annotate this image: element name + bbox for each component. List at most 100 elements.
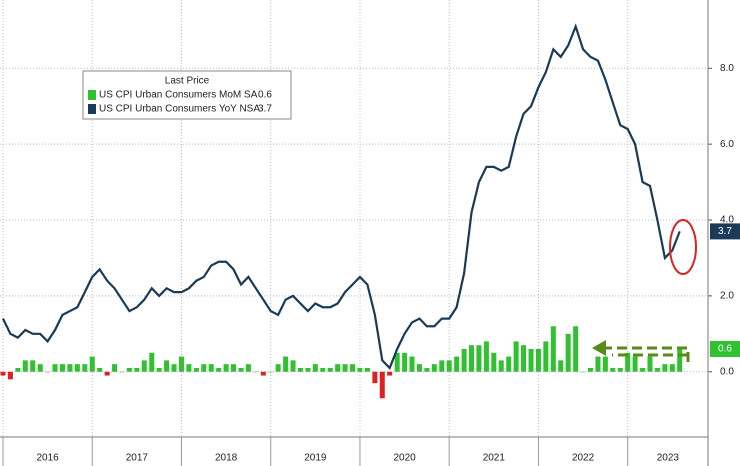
arrow-annotation — [604, 346, 690, 362]
legend-label: US CPI Urban Consumers YoY NSA — [99, 104, 260, 115]
y-tick-label: 6.0 — [720, 139, 734, 150]
bar — [506, 356, 512, 372]
legend-swatch — [88, 90, 96, 100]
bar — [669, 364, 675, 372]
bar — [535, 348, 541, 372]
bar — [268, 371, 274, 373]
bar — [37, 364, 43, 372]
legend-value: 3.7 — [258, 104, 272, 115]
x-tick-label: 2021 — [483, 453, 506, 464]
bar — [387, 371, 393, 376]
bar — [357, 367, 363, 372]
x-tick-label: 2022 — [572, 453, 595, 464]
bar — [223, 364, 229, 372]
bar — [335, 364, 341, 372]
bar — [677, 348, 683, 372]
bar — [394, 352, 400, 372]
bar — [513, 341, 519, 372]
bar — [126, 367, 132, 372]
bar — [402, 352, 408, 372]
bar — [617, 367, 623, 372]
bar — [134, 367, 140, 372]
bar — [476, 345, 482, 372]
bar — [231, 364, 237, 372]
bar — [15, 367, 21, 372]
bar — [640, 367, 646, 372]
bar — [89, 356, 95, 372]
arrow-head — [592, 340, 606, 356]
y-tick-label: 0.0 — [720, 366, 734, 377]
bar — [491, 352, 497, 372]
bar — [543, 341, 549, 372]
line — [2, 23, 681, 370]
bar — [342, 364, 348, 372]
y-tick-label: 8.0 — [720, 63, 734, 74]
bar — [82, 364, 88, 372]
bar — [625, 352, 631, 372]
bar — [454, 356, 460, 372]
bar — [662, 364, 668, 372]
bar — [275, 364, 281, 372]
bar — [424, 367, 430, 372]
bar — [7, 371, 13, 380]
bar — [446, 360, 452, 372]
bar — [245, 364, 251, 372]
legend-swatch — [88, 104, 96, 114]
bar — [178, 356, 184, 372]
bar — [327, 367, 333, 372]
bar — [193, 367, 199, 372]
bar — [45, 371, 51, 373]
bar — [416, 364, 422, 372]
y-tick-label: 2.0 — [720, 291, 734, 302]
bar — [602, 356, 608, 372]
bar — [498, 360, 504, 372]
bar — [186, 364, 192, 372]
bar — [305, 367, 311, 372]
bar — [149, 352, 155, 372]
bar — [565, 333, 571, 372]
y-tick-label: 4.0 — [720, 215, 734, 226]
bar — [60, 364, 66, 372]
bar — [632, 356, 638, 372]
bar — [483, 341, 489, 372]
bar — [52, 364, 58, 372]
bar — [587, 367, 593, 372]
bar — [238, 367, 244, 372]
bar — [350, 364, 356, 372]
highlight-circle — [669, 219, 697, 275]
bar — [431, 364, 437, 372]
bar — [528, 348, 534, 372]
bar — [253, 371, 259, 373]
bar — [521, 345, 527, 372]
bar — [119, 371, 125, 373]
bar — [439, 360, 445, 372]
bar — [558, 360, 564, 372]
bar — [0, 371, 6, 376]
bar — [164, 360, 170, 372]
bar — [654, 367, 660, 372]
legend: Last Price US CPI Urban Consumers MoM SA 0… — [82, 70, 292, 120]
bar — [595, 356, 601, 372]
bar — [208, 364, 214, 372]
bar — [610, 367, 616, 372]
bar — [290, 360, 296, 372]
legend-box — [82, 70, 292, 120]
bar — [573, 326, 579, 372]
legend-value: 0.6 — [258, 90, 272, 101]
bar — [469, 345, 475, 372]
bar — [112, 364, 118, 372]
value-tag — [710, 340, 740, 357]
bar — [312, 364, 318, 372]
x-tick-label: 2023 — [657, 453, 680, 464]
bar — [260, 371, 266, 376]
x-tick-label: 2017 — [126, 453, 149, 464]
bar — [141, 360, 147, 372]
bar — [201, 364, 207, 372]
bar — [320, 367, 326, 372]
bar — [74, 364, 80, 372]
x-tick-label: 2020 — [393, 453, 416, 464]
bar — [550, 326, 556, 372]
bar — [97, 367, 103, 372]
